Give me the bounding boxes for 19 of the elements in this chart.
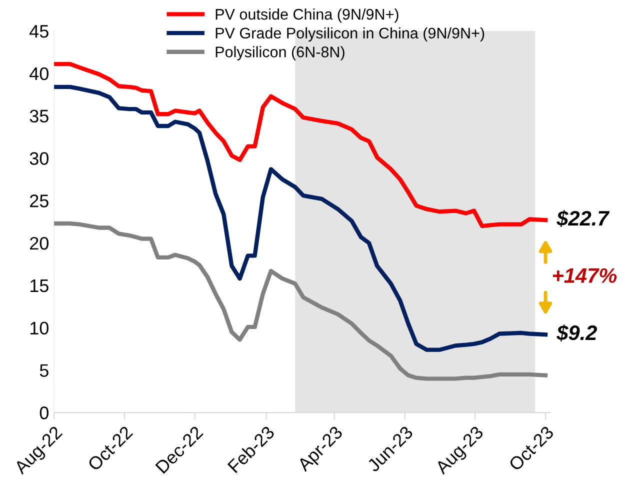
text: +147% bbox=[552, 268, 617, 283]
legend-label: PV outside China (9N/9N+) bbox=[216, 8, 398, 23]
line-series bbox=[54, 84, 548, 352]
y-tick-label: 40 bbox=[30, 67, 48, 80]
annotation: $22.7 bbox=[556, 210, 610, 228]
y-tick-label: 10 bbox=[30, 322, 48, 335]
line-series bbox=[54, 62, 548, 228]
y-tick-label: 45 bbox=[30, 25, 48, 38]
annotation: $9.2 bbox=[556, 324, 597, 342]
legend-label: PV Grade Polysilicon in China (9N/9N+) bbox=[216, 27, 484, 42]
y-tick-label: 30 bbox=[30, 152, 48, 165]
y-tick-label: 20 bbox=[30, 236, 48, 250]
y-tick-label: 25 bbox=[30, 194, 48, 208]
y-tick-label: 5 bbox=[40, 364, 48, 377]
line-series bbox=[54, 221, 548, 381]
y-tick-label: 15 bbox=[30, 280, 48, 292]
y-tick-label: 35 bbox=[30, 110, 48, 123]
legend-label: Polysilicon (6N-8N) bbox=[216, 46, 344, 60]
y-tick-label: 0 bbox=[40, 406, 48, 420]
